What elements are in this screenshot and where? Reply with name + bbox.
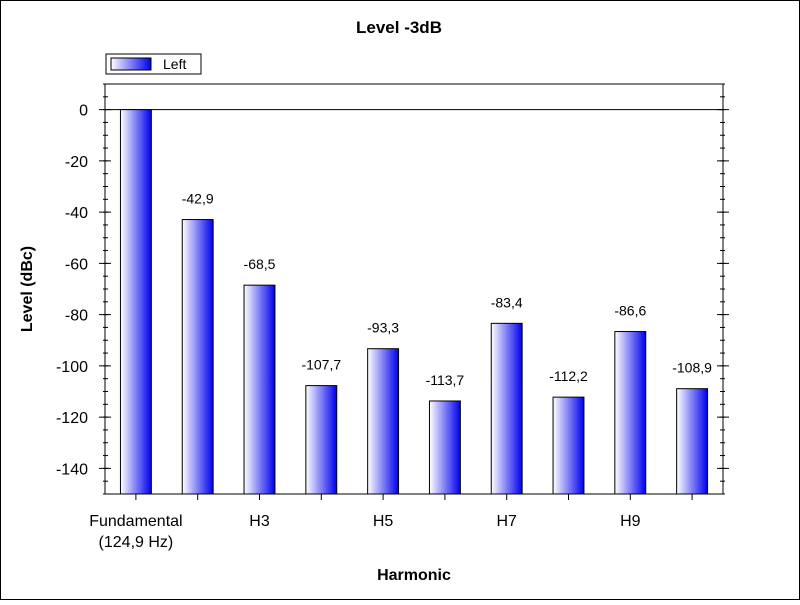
bar xyxy=(490,322,523,495)
legend-swatch xyxy=(110,57,152,71)
y-axis-title: Level (dBc) xyxy=(19,246,36,332)
data-label: -113,7 xyxy=(426,372,465,388)
data-label: -112,2 xyxy=(549,368,588,384)
y-axis: 0 -20 -40 -60 -80 -100 -120 -140 xyxy=(56,83,729,495)
x-axis: Fundamental (124,9 Hz) H3 H5 H7 H9 xyxy=(89,494,693,551)
bar xyxy=(181,219,214,495)
y-tick-label: -140 xyxy=(56,461,88,478)
data-label: -42,9 xyxy=(182,191,214,207)
y-tick-label: -40 xyxy=(65,205,88,222)
bar xyxy=(428,400,461,495)
y-tick-label: -120 xyxy=(56,410,88,427)
legend-label-left: Left xyxy=(163,56,186,72)
x-axis-title: Harmonic xyxy=(377,567,451,584)
data-label: -86,6 xyxy=(614,303,646,319)
x-tick-label: (124,9 Hz) xyxy=(99,534,174,551)
data-label: -108,9 xyxy=(672,360,712,376)
y-tick-label: 0 xyxy=(79,103,88,120)
bar xyxy=(119,109,152,495)
y-tick-label: -80 xyxy=(65,308,88,325)
data-label: -68,5 xyxy=(244,256,276,272)
bar xyxy=(305,385,338,495)
data-labels: -42,9 -68,5 -107,7 -93,3 -113,7 -83,4 -112,2 -8… xyxy=(182,191,712,388)
data-label: -107,7 xyxy=(301,357,341,373)
data-label: -83,4 xyxy=(491,294,523,310)
x-tick-label: Fundamental xyxy=(89,513,182,530)
x-tick-label: H7 xyxy=(496,513,517,530)
data-label: -93,3 xyxy=(367,320,399,336)
y-tick-label: -20 xyxy=(65,154,88,171)
bar xyxy=(676,388,709,495)
bar-series-left xyxy=(119,109,709,495)
bar xyxy=(614,331,647,495)
bar xyxy=(243,284,276,495)
chart-title: Level -3dB xyxy=(356,18,442,37)
x-tick-label: H3 xyxy=(249,513,270,530)
legend: Left xyxy=(105,53,202,75)
bar xyxy=(367,348,400,495)
y-tick-label: -100 xyxy=(56,359,88,376)
x-tick-label: H5 xyxy=(373,513,394,530)
y-tick-label: -60 xyxy=(65,256,88,273)
x-tick-label: H9 xyxy=(620,513,641,530)
bar xyxy=(552,396,585,495)
